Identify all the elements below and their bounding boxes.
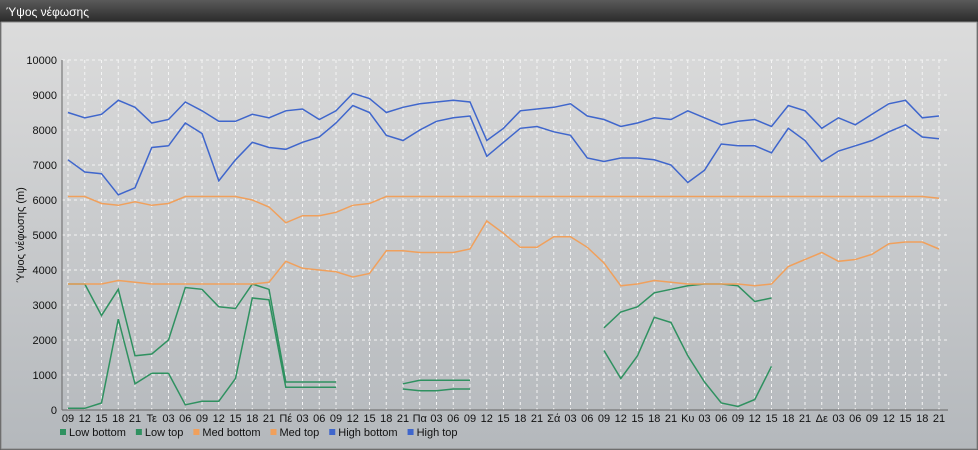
window-title: Ύψος νέφωσης <box>6 5 89 19</box>
x-tick-label: 12 <box>883 413 895 425</box>
y-tick-label: 9000 <box>33 90 57 102</box>
x-tick-label: 09 <box>732 413 744 425</box>
legend-label: High top <box>417 427 458 439</box>
x-tick-label: 12 <box>749 413 761 425</box>
x-tick-label: 12 <box>213 413 225 425</box>
legend-label: Med top <box>280 427 320 439</box>
y-tick-label: 8000 <box>33 125 57 137</box>
y-axis-label: Ύψος νέφωσης (m) <box>15 187 27 283</box>
y-tick-label: 6000 <box>33 195 57 207</box>
x-tick-label: 18 <box>112 413 124 425</box>
x-tick-label: Πέ <box>279 413 292 425</box>
y-tick-label: 1000 <box>33 370 57 382</box>
legend-swatch <box>193 429 200 435</box>
x-tick-label: 21 <box>665 413 677 425</box>
x-tick-label: 18 <box>916 413 928 425</box>
x-tick-label: 15 <box>765 413 777 425</box>
x-tick-label: 06 <box>715 413 727 425</box>
legend-swatch <box>270 429 277 435</box>
x-tick-label: 03 <box>162 413 174 425</box>
x-tick-label: 18 <box>380 413 392 425</box>
y-tick-label: 2000 <box>33 335 57 347</box>
x-tick-label: 06 <box>849 413 861 425</box>
legend-label: Low top <box>145 427 184 439</box>
x-tick-label: 15 <box>363 413 375 425</box>
x-tick-label: 21 <box>799 413 811 425</box>
x-tick-label: 15 <box>631 413 643 425</box>
x-tick-label: 06 <box>447 413 459 425</box>
legend-label: High bottom <box>338 427 397 439</box>
x-tick-label: 03 <box>698 413 710 425</box>
x-tick-label: Πα <box>413 413 428 425</box>
y-tick-label: 10000 <box>26 55 57 67</box>
x-tick-label: 06 <box>581 413 593 425</box>
series-line <box>68 297 773 410</box>
x-tick-label: 15 <box>899 413 911 425</box>
x-tick-label: 21 <box>263 413 275 425</box>
x-tick-label: 15 <box>497 413 509 425</box>
x-tick-label: 18 <box>782 413 794 425</box>
x-tick-label: 21 <box>129 413 141 425</box>
x-tick-label: 15 <box>229 413 241 425</box>
x-tick-label: 09 <box>62 413 74 425</box>
legend-swatch <box>407 429 414 435</box>
x-tick-label: 21 <box>397 413 409 425</box>
x-tick-label: Δε <box>816 413 828 425</box>
y-tick-label: 5000 <box>33 230 57 242</box>
legend-label: Low bottom <box>69 427 126 439</box>
y-tick-label: 7000 <box>33 160 57 172</box>
x-tick-label: 12 <box>615 413 627 425</box>
legend-swatch <box>135 429 142 435</box>
x-tick-label: 09 <box>598 413 610 425</box>
title-bar <box>0 0 978 22</box>
x-tick-label: 09 <box>330 413 342 425</box>
x-tick-label: 09 <box>866 413 878 425</box>
legend-swatch <box>60 429 66 435</box>
series-line <box>68 283 772 385</box>
x-tick-label: 03 <box>430 413 442 425</box>
x-tick-label: 06 <box>313 413 325 425</box>
x-tick-label: 12 <box>481 413 493 425</box>
x-tick-label: Σά <box>547 413 561 425</box>
y-tick-label: 4000 <box>33 265 57 277</box>
x-tick-label: 18 <box>648 413 660 425</box>
x-tick-label: 06 <box>179 413 191 425</box>
x-tick-label: 09 <box>464 413 476 425</box>
x-tick-label: 21 <box>933 413 945 425</box>
series-line <box>68 219 940 287</box>
series-line <box>67 92 940 142</box>
series-line <box>68 195 940 224</box>
x-tick-label: Κυ <box>681 413 694 425</box>
legend-swatch <box>329 429 336 435</box>
x-tick-label: 09 <box>196 413 208 425</box>
x-tick-label: 21 <box>531 413 543 425</box>
x-tick-label: 12 <box>347 413 359 425</box>
x-tick-label: Τε <box>147 413 158 425</box>
x-tick-label: 03 <box>832 413 844 425</box>
x-tick-label: 03 <box>564 413 576 425</box>
x-tick-label: 18 <box>246 413 258 425</box>
x-tick-label: 12 <box>79 413 91 425</box>
y-tick-label: 3000 <box>33 300 57 312</box>
x-tick-label: 18 <box>514 413 526 425</box>
legend-label: Med bottom <box>202 427 260 439</box>
series-line <box>67 104 940 196</box>
y-tick-label: 0 <box>51 405 57 417</box>
x-tick-label: 03 <box>296 413 308 425</box>
x-tick-label: 15 <box>95 413 107 425</box>
